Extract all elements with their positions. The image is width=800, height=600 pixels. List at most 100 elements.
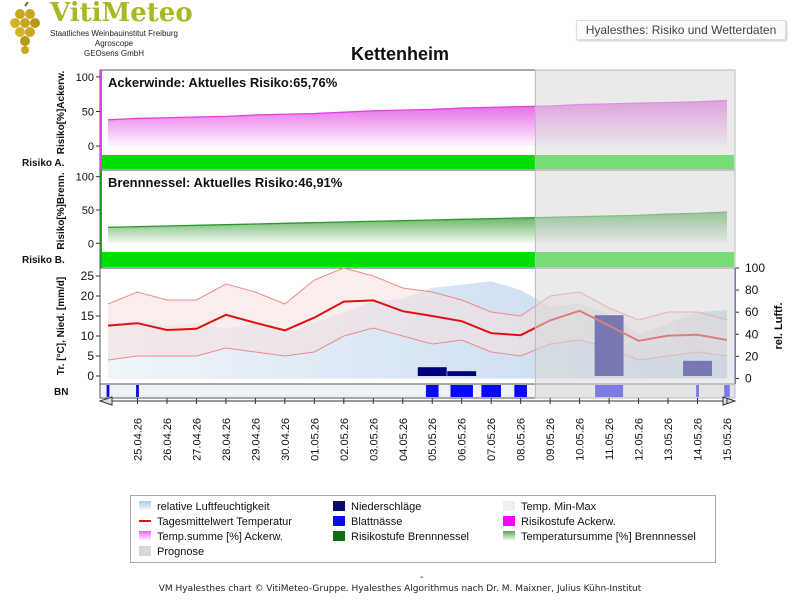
- x-tick-label: 11.05.26: [604, 418, 616, 460]
- bn-bar: [450, 385, 473, 397]
- bn-bar: [514, 385, 527, 397]
- legend-item: Temperatursumme [%] Brennnessel: [503, 530, 696, 544]
- humidity-ytick-label: 60: [745, 305, 759, 319]
- x-tick-label: 02.05.26: [339, 418, 351, 461]
- legend-label: Risikostufe Ackerw.: [521, 516, 616, 528]
- institute-line: Staatliches Weinbauinstitut Freiburg: [50, 29, 178, 38]
- x-tick-label: 28.04.26: [221, 418, 233, 461]
- legend-label: relative Luftfeuchtigkeit: [157, 501, 270, 513]
- weather-ylabel: Tr. [°C], Nied. [mm/d]: [56, 277, 67, 375]
- x-tick-label: 14.05.26: [693, 418, 705, 461]
- legend-swatch: [503, 516, 515, 526]
- ackerwinde-ytick-label: 50: [82, 107, 94, 119]
- temp-ytick-label: 5: [87, 349, 94, 363]
- logo-title: VitiMeteo: [50, 0, 193, 28]
- agroscope-line: Agroscope: [94, 39, 134, 48]
- precip-bar: [447, 371, 477, 376]
- station-title: Kettenheim: [350, 44, 449, 64]
- legend-item: relative Luftfeuchtigkeit: [139, 500, 270, 514]
- temp-ytick-label: 20: [81, 289, 95, 303]
- legend-swatch: [503, 501, 515, 511]
- legend-swatch: [333, 531, 345, 541]
- x-tick-label: 15.05.26: [722, 418, 734, 461]
- bn-bar: [481, 385, 501, 397]
- x-tick-label: 12.05.26: [634, 418, 646, 461]
- footer-dash: -: [420, 572, 424, 583]
- prognosis-overlay: [534, 69, 736, 399]
- ackerwinde-ytick-label: 0: [88, 141, 94, 153]
- x-tick-label: 26.04.26: [162, 418, 174, 461]
- x-tick-label: 09.05.26: [545, 418, 557, 461]
- bn-bar: [136, 385, 139, 397]
- x-tick-label: 30.04.26: [280, 418, 292, 461]
- x-tick-label: 13.05.26: [663, 418, 675, 461]
- legend-swatch: [139, 520, 151, 522]
- legend-label: Blattnässe: [351, 516, 403, 528]
- legend-item: Risikostufe Brennnessel: [333, 530, 469, 544]
- humidity-ytick-label: 80: [745, 283, 759, 297]
- brennnessel-ytick-label: 100: [76, 172, 94, 184]
- slider-left-handle: [98, 396, 113, 406]
- vitimeteo-logo: VitiMeteo Staatliches Weinbauinstitut Fr…: [4, 0, 194, 62]
- legend-label: Temp. Min-Max: [521, 501, 597, 513]
- legend-swatch: [503, 531, 515, 541]
- x-tick-label: 04.05.26: [398, 418, 410, 461]
- x-tick-label: 05.05.26: [427, 418, 439, 461]
- x-tick-label: 07.05.26: [486, 418, 498, 461]
- ackerwinde-title: Ackerwinde: Aktuelles Risiko:65,76%: [108, 75, 338, 90]
- humidity-ytick-label: 40: [745, 327, 759, 341]
- legend: relative Luftfeuchtigkeit Niederschläge Te…: [130, 495, 716, 563]
- legend-label: Prognose: [157, 546, 205, 558]
- ackerwinde-ytick-label: 100: [76, 72, 94, 84]
- slider-right-handle: [722, 396, 737, 406]
- x-tick-label: 10.05.26: [575, 418, 587, 461]
- legend-item: Tagesmittelwert Temperatur: [139, 515, 292, 529]
- grape-icon: [10, 2, 40, 54]
- ackerwinde-band-label: Risiko A.: [22, 158, 65, 169]
- x-tick-label: 29.04.26: [250, 418, 262, 461]
- temp-ytick-label: 15: [81, 309, 95, 323]
- humidity-ytick-label: 100: [745, 261, 765, 275]
- x-tick-label: 08.05.26: [516, 418, 528, 461]
- legend-label: Risikostufe Brennnessel: [351, 531, 470, 543]
- ackerwinde-ylabel: Risiko[%]Ackerw.: [56, 71, 67, 155]
- bn-bar: [106, 385, 110, 397]
- legend-item: Niederschläge: [333, 500, 421, 514]
- brennnessel-ytick-label: 50: [82, 205, 94, 217]
- bn-bar: [425, 385, 439, 397]
- x-tick-label: 03.05.26: [368, 418, 380, 461]
- brennnessel-title: Brennnessel: Aktuelles Risiko:46,91%: [108, 175, 343, 190]
- legend-item: Temp. Min-Max: [503, 500, 596, 514]
- chart-type-box: Hyalesthes: Risiko und Wetterdaten: [576, 20, 786, 40]
- x-tick-label: 01.05.26: [309, 418, 321, 461]
- legend-item: Temp.summe [%] Ackerw.: [139, 530, 283, 544]
- legend-label: Temperatursumme [%] Brennnessel: [521, 531, 696, 543]
- temp-ytick-label: 0: [87, 369, 94, 383]
- geosens-line: GEOsens GmbH: [83, 49, 144, 58]
- legend-item: Risikostufe Ackerw.: [503, 515, 616, 529]
- x-tick-label: 25.04.26: [132, 418, 144, 461]
- brennnessel-ytick-label: 0: [88, 238, 94, 250]
- legend-label: Temp.summe [%] Ackerw.: [157, 531, 283, 543]
- footer-credit: VM Hyalesthes chart © VitiMeteo-Gruppe. …: [158, 584, 642, 594]
- legend-swatch: [139, 531, 151, 541]
- legend-item: Blattnässe: [333, 515, 402, 529]
- legend-swatch: [333, 501, 345, 511]
- legend-label: Tagesmittelwert Temperatur: [157, 516, 292, 528]
- humidity-ytick-label: 20: [745, 349, 759, 363]
- precip-bar: [417, 367, 447, 376]
- legend-swatch: [333, 516, 345, 526]
- brennnessel-ylabel: Risiko[%]Brenn.: [56, 172, 67, 249]
- humidity-ylabel: rel. Luftf.: [773, 302, 785, 349]
- legend-item: Prognose: [139, 545, 204, 559]
- humidity-ytick-label: 0: [745, 371, 752, 385]
- brennnessel-band-label: Risiko B.: [22, 255, 65, 266]
- temp-ytick-label: 10: [81, 329, 95, 343]
- legend-swatch: [139, 501, 151, 511]
- legend-label: Niederschläge: [351, 501, 422, 513]
- x-tick-label: 27.04.26: [191, 418, 203, 461]
- temp-ytick-label: 25: [81, 269, 95, 283]
- bn-label: BN: [54, 387, 68, 398]
- x-tick-label: 06.05.26: [457, 418, 469, 461]
